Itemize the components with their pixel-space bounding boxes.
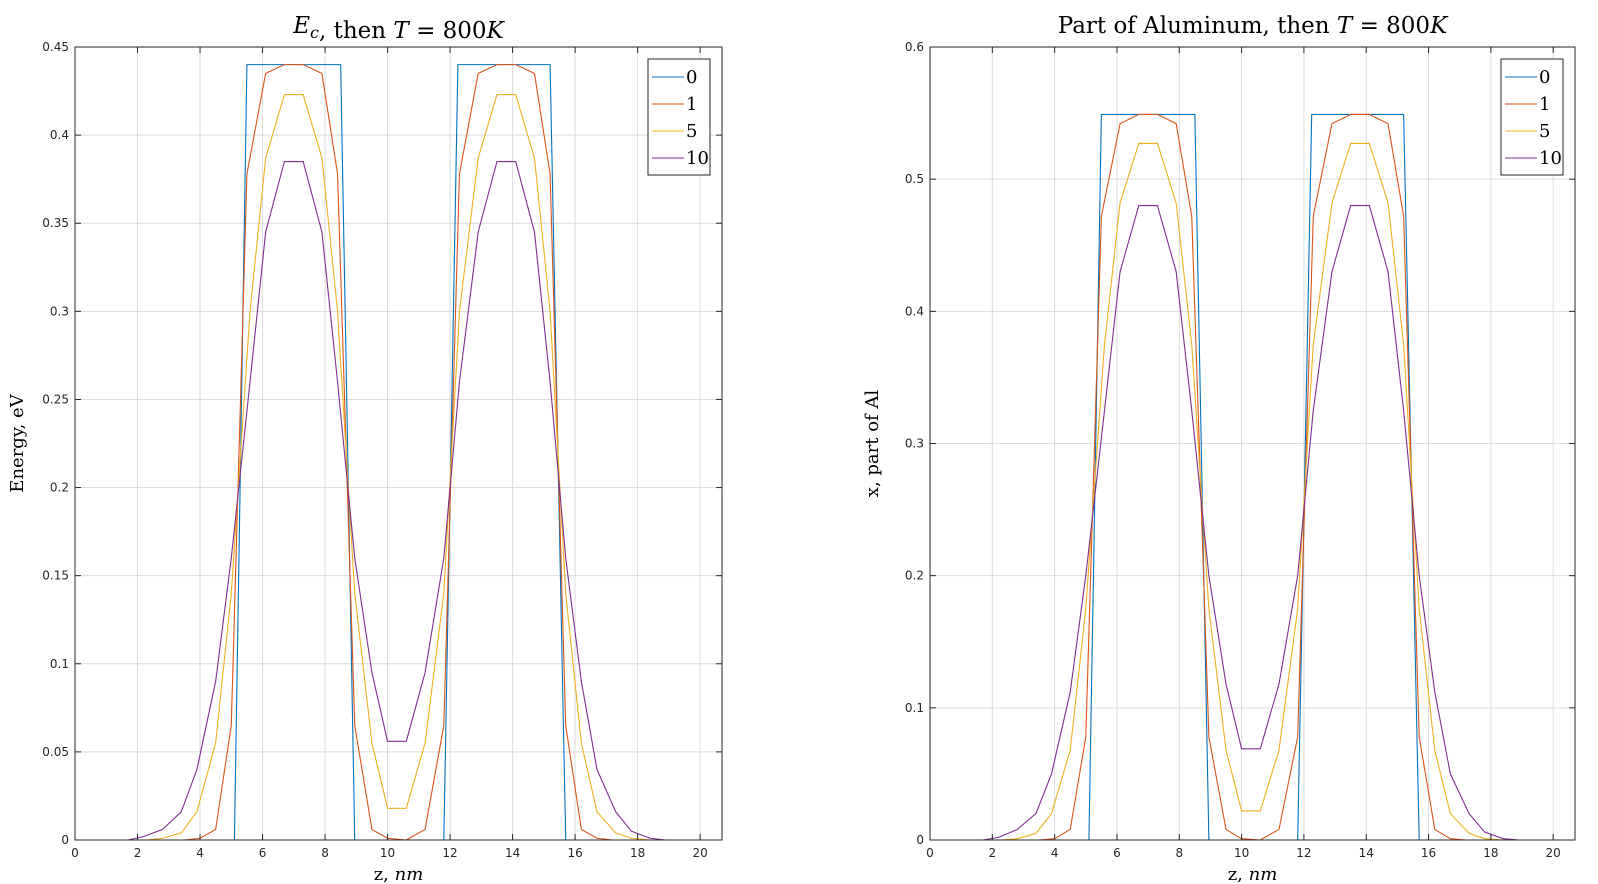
x-tick-label: 12 (442, 846, 457, 860)
legend-entry-0: 0 (686, 67, 697, 88)
series-line-10 (930, 205, 1575, 841)
x-tick-label: 6 (1113, 846, 1121, 860)
x-tick-label: 2 (134, 846, 142, 860)
legend-entry-10: 10 (1539, 148, 1562, 169)
y-tick-label: 0.4 (50, 128, 69, 142)
legend-box (1500, 58, 1564, 176)
series-line-10 (75, 160, 722, 841)
y-tick-label: 0.5 (905, 172, 924, 186)
y-tick-label: 0.4 (905, 304, 924, 318)
legend-entry-5: 5 (686, 121, 697, 142)
y-axis-label: x, part of Al (862, 390, 883, 498)
x-tick-label: 4 (1051, 846, 1059, 860)
y-tick-label: 0.35 (42, 216, 69, 230)
x-tick-label: 20 (1546, 846, 1561, 860)
legend-entry-1: 1 (686, 94, 697, 115)
series-line-5 (75, 94, 722, 841)
chart-1: 0 2 4 6 8 10 12 14 16 18 2000.050.10.150.20.250.30… (7, 13, 723, 884)
y-tick-label: 0.45 (42, 40, 69, 54)
x-tick-label: 14 (505, 846, 520, 860)
x-tick-label: 18 (630, 846, 645, 860)
x-tick-label: 8 (1175, 846, 1183, 860)
y-tick-label: 0.05 (42, 745, 69, 759)
y-tick-label: 0.1 (50, 657, 69, 671)
legend: 0 1 5 10 (647, 58, 711, 176)
plot-area (74, 46, 723, 841)
x-tick-label: 18 (1483, 846, 1498, 860)
legend-entry-0: 0 (1539, 67, 1550, 88)
x-axis-label: z, nm (374, 864, 424, 884)
legend-entry-1: 1 (1539, 94, 1550, 115)
y-tick-label: 0.3 (905, 437, 924, 451)
x-tick-label: 6 (259, 846, 267, 860)
legend-entry-5: 5 (1539, 121, 1550, 142)
x-tick-label: 14 (1359, 846, 1374, 860)
x-tick-label: 16 (1421, 846, 1436, 860)
x-tick-label: 12 (1296, 846, 1311, 860)
x-tick-label: 10 (380, 846, 395, 860)
legend-box (647, 58, 711, 176)
y-tick-label: 0.15 (42, 569, 69, 583)
chart-title: Ec, then T = 800K (292, 13, 505, 44)
x-axis-label: z, nm (1228, 864, 1278, 884)
x-tick-label: 20 (692, 846, 707, 860)
chart-2: 0 2 4 6 8 10 12 14 16 18 2000.10.20.30.40.50.6Part… (862, 13, 1576, 884)
x-tick-label: 0 (926, 846, 934, 860)
x-tick-label: 0 (71, 846, 79, 860)
legend-entry-10: 10 (686, 148, 709, 169)
x-tick-label: 10 (1234, 846, 1249, 860)
x-tick-label: 8 (321, 846, 329, 860)
chart-title: Part of Aluminum, then T = 800K (1058, 13, 1449, 39)
y-tick-label: 0.3 (50, 304, 69, 318)
x-tick-label: 2 (988, 846, 996, 860)
y-tick-label: 0 (916, 833, 924, 847)
y-tick-label: 0.2 (905, 569, 924, 583)
y-tick-label: 0.1 (905, 701, 924, 715)
x-tick-label: 4 (196, 846, 204, 860)
x-tick-label: 16 (567, 846, 582, 860)
y-tick-label: 0.2 (50, 481, 69, 495)
series-line-5 (930, 142, 1575, 841)
legend: 0 1 5 10 (1500, 58, 1564, 176)
y-axis-label: Energy, eV (7, 393, 28, 492)
y-tick-label: 0.25 (42, 392, 69, 406)
y-tick-label: 0.6 (905, 40, 924, 54)
y-tick-label: 0 (61, 833, 69, 847)
